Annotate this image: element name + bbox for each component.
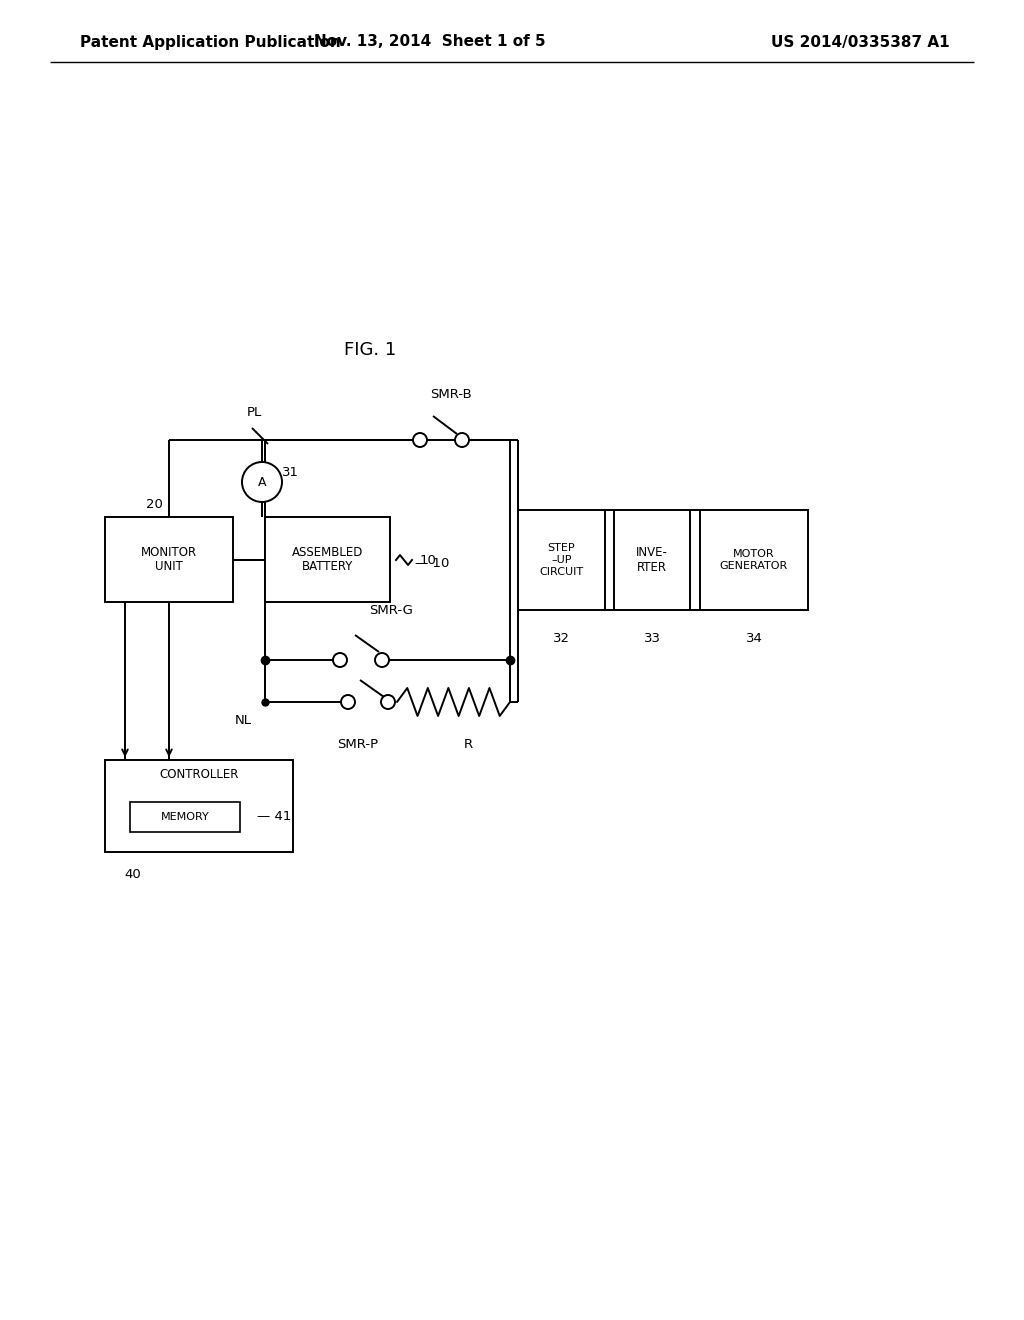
Circle shape (455, 433, 469, 447)
Bar (105, 517, 233, 602)
Circle shape (333, 653, 347, 667)
Text: A: A (258, 475, 266, 488)
Text: Nov. 13, 2014  Sheet 1 of 5: Nov. 13, 2014 Sheet 1 of 5 (314, 34, 546, 49)
Bar (105, 760, 293, 851)
Text: — 10: — 10 (415, 557, 450, 570)
Bar (130, 803, 240, 832)
Text: — 41: — 41 (257, 810, 291, 824)
Bar (700, 510, 808, 610)
Circle shape (341, 696, 355, 709)
Text: 33: 33 (643, 631, 660, 644)
Text: 10: 10 (420, 553, 436, 566)
Text: SMR-P: SMR-P (338, 738, 379, 751)
Text: CONTROLLER: CONTROLLER (160, 767, 239, 780)
Text: MONITOR
UNIT: MONITOR UNIT (141, 545, 197, 573)
Text: Patent Application Publication: Patent Application Publication (80, 34, 341, 49)
Text: INVE-
RTER: INVE- RTER (636, 546, 668, 574)
Text: PL: PL (247, 405, 261, 418)
Text: NL: NL (234, 714, 252, 726)
Text: 31: 31 (282, 466, 299, 479)
Text: STEP
–UP
CIRCUIT: STEP –UP CIRCUIT (540, 544, 584, 577)
Text: MOTOR
GENERATOR: MOTOR GENERATOR (720, 549, 788, 570)
Text: MEMORY: MEMORY (161, 812, 209, 822)
Text: 34: 34 (745, 631, 763, 644)
Text: 20: 20 (145, 499, 163, 511)
Text: 40: 40 (125, 867, 141, 880)
Text: US 2014/0335387 A1: US 2014/0335387 A1 (771, 34, 950, 49)
Circle shape (381, 696, 395, 709)
Text: SMR-B: SMR-B (430, 388, 472, 401)
Bar (518, 510, 605, 610)
Text: FIG. 1: FIG. 1 (344, 341, 396, 359)
Circle shape (242, 462, 282, 502)
Bar (265, 517, 390, 602)
Bar (614, 510, 690, 610)
Text: 32: 32 (553, 631, 570, 644)
Text: ASSEMBLED
BATTERY: ASSEMBLED BATTERY (292, 545, 364, 573)
Text: SMR-G: SMR-G (369, 603, 413, 616)
Text: R: R (464, 738, 473, 751)
Circle shape (413, 433, 427, 447)
Circle shape (375, 653, 389, 667)
